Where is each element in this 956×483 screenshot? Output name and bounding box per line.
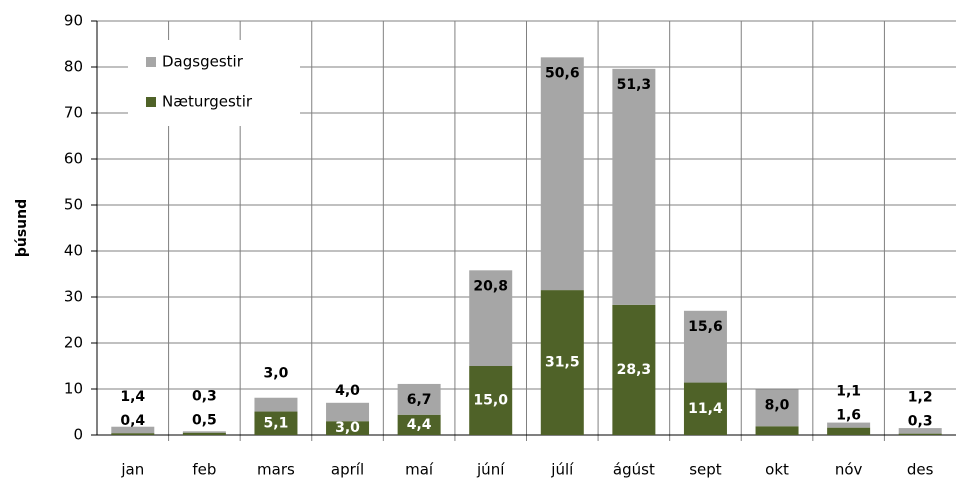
bar-segment (540, 57, 584, 291)
legend-swatch (146, 57, 156, 67)
value-label: 11,4 (688, 401, 723, 417)
x-tick-label: nóv (835, 461, 863, 479)
value-label: 31,5 (545, 355, 580, 371)
bar-segment (755, 389, 799, 427)
bar-segment (397, 414, 441, 435)
value-label: 0,5 (192, 413, 217, 429)
value-label: 1,1 (836, 384, 861, 400)
bar-segment (827, 422, 871, 428)
y-tick-label: 0 (73, 426, 83, 444)
value-label: 6,7 (407, 392, 432, 408)
y-tick-label: 80 (64, 58, 83, 76)
bar-segment (397, 383, 441, 415)
legend-swatch (146, 97, 156, 107)
x-tick-label: des (907, 461, 934, 479)
legend-label: Næturgestir (162, 93, 253, 111)
bar-segment (111, 433, 155, 435)
value-label: 5,1 (264, 415, 289, 431)
bar-segment (683, 382, 727, 435)
x-tick-label: okt (765, 461, 789, 479)
value-label: 4,4 (407, 417, 432, 433)
value-label: 3,0 (264, 366, 289, 382)
bar-segment (182, 432, 226, 435)
bar-segment (326, 402, 370, 422)
y-axis-label: þúsund (14, 199, 30, 257)
y-tick-label: 70 (64, 104, 83, 122)
value-label: 0,3 (908, 414, 933, 430)
bar-segment (540, 290, 584, 435)
bar-segment (827, 427, 871, 435)
bar-segment (469, 270, 513, 366)
x-tick-label: feb (192, 461, 216, 479)
value-label: 8,0 (765, 397, 790, 413)
value-label: 0,4 (120, 413, 145, 429)
x-tick-label: jan (120, 461, 144, 479)
bar-segment (683, 310, 727, 383)
y-tick-label: 20 (64, 334, 83, 352)
value-label: 1,6 (836, 408, 861, 424)
bar-segment (469, 366, 513, 435)
bar-segment (326, 421, 370, 435)
value-label: 50,6 (545, 65, 580, 81)
y-tick-label: 10 (64, 380, 83, 398)
x-tick-label: ágúst (613, 461, 655, 479)
bar-segment (898, 428, 942, 434)
value-label: 1,4 (120, 389, 145, 405)
value-label: 15,0 (473, 393, 508, 409)
legend-label: Dagsgestir (162, 53, 244, 71)
y-tick-label: 40 (64, 242, 83, 260)
bar-segment (612, 68, 656, 305)
y-tick-label: 90 (64, 12, 83, 30)
value-label: 3,0 (335, 420, 360, 436)
y-tick-label: 50 (64, 196, 83, 214)
y-tick-label: 30 (64, 288, 83, 306)
bar-segment (182, 431, 226, 433)
bar-segment (612, 304, 656, 435)
value-label: 51,3 (617, 77, 652, 93)
bar-segment (254, 411, 298, 435)
bar-segment (898, 433, 942, 435)
value-label: 20,8 (473, 278, 508, 294)
x-tick-label: apríl (331, 461, 364, 479)
bar-segment (254, 397, 298, 412)
value-label: 28,3 (617, 362, 652, 378)
x-tick-label: júní (476, 461, 505, 479)
x-tick-label: mars (257, 461, 295, 479)
value-label: 4,0 (335, 383, 360, 399)
x-tick-label: maí (405, 461, 434, 479)
value-label: 15,6 (688, 319, 723, 335)
value-label: 1,2 (908, 390, 933, 406)
legend-box (128, 40, 300, 126)
value-label: 0,3 (192, 389, 217, 405)
x-tick-label: júlí (550, 461, 574, 479)
bar-segment (755, 426, 799, 435)
bar-segment (111, 426, 155, 434)
x-tick-label: sept (689, 461, 722, 479)
y-tick-label: 60 (64, 150, 83, 168)
